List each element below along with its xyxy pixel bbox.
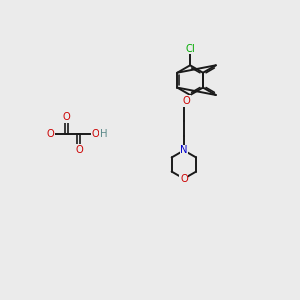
Text: Cl: Cl [185, 44, 195, 54]
Text: O: O [183, 96, 190, 106]
Text: O: O [91, 129, 99, 139]
Text: H: H [100, 129, 107, 139]
Text: O: O [180, 174, 188, 184]
Text: N: N [180, 146, 188, 155]
Text: O: O [63, 112, 70, 122]
Text: N: N [180, 146, 188, 155]
Text: O: O [46, 129, 54, 139]
Text: O: O [75, 145, 83, 155]
